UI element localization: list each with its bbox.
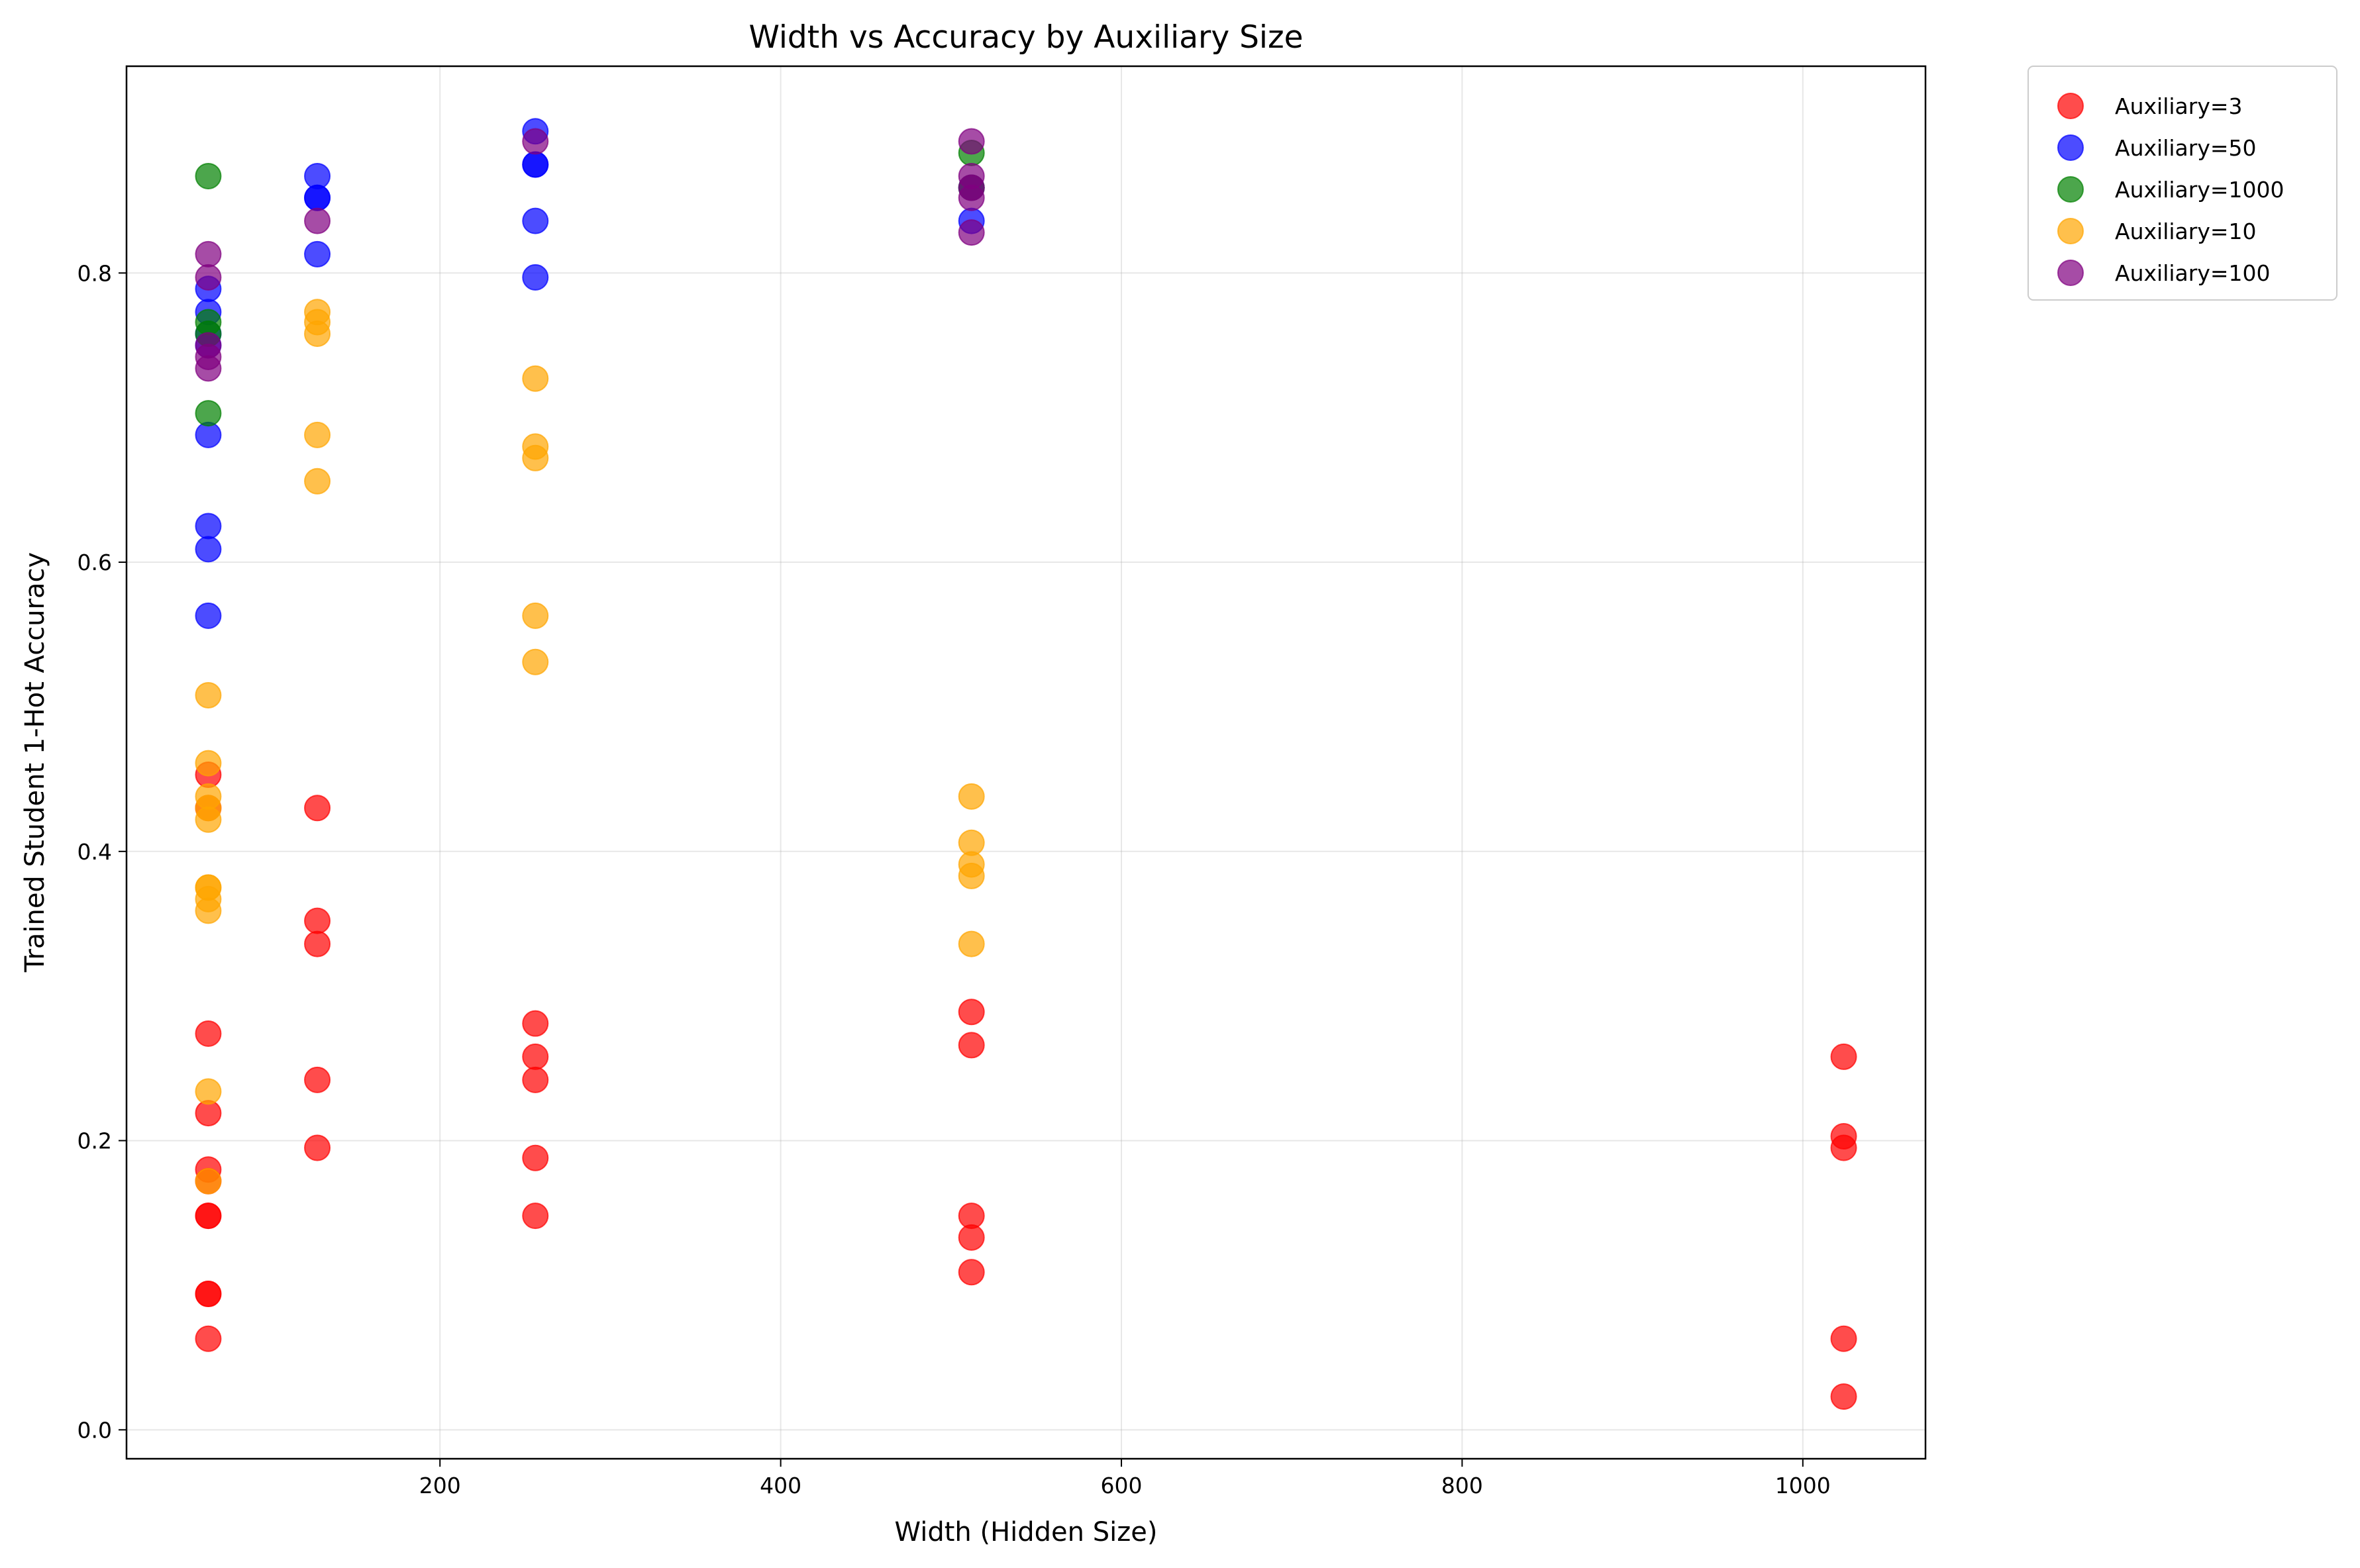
data-point [958,1259,985,1286]
data-point [958,930,985,957]
grid-lines [127,66,1925,1459]
y-axis-label: Trained Student 1-Hot Accuracy [20,552,50,973]
data-point [958,783,985,810]
data-point [522,1043,549,1070]
data-point [304,320,331,348]
series-auxiliary-10 [195,299,985,1195]
y-tick-label: 0.6 [77,550,112,575]
data-point [958,862,985,889]
data-point [1830,1383,1857,1410]
data-point [195,1167,222,1195]
data-point [522,1066,549,1093]
data-point [522,1010,549,1037]
data-point [304,240,331,268]
data-points [195,118,1857,1410]
data-point [958,999,985,1026]
data-point [195,240,222,268]
data-point [304,907,331,934]
data-point [195,750,222,777]
data-point [304,930,331,957]
data-point [304,421,331,448]
data-point [522,365,549,392]
x-tick-label: 400 [760,1473,801,1498]
data-point [958,219,985,246]
legend-label: Auxiliary=1000 [2115,177,2284,203]
data-point [1830,1325,1857,1352]
data-point [304,795,331,822]
data-point [1830,1043,1857,1070]
legend-label: Auxiliary=100 [2115,260,2270,286]
x-tick-label: 200 [419,1473,461,1498]
series-auxiliary-3 [195,761,1857,1410]
y-tick-label: 0.8 [77,260,112,286]
y-tick-label: 0.2 [77,1128,112,1154]
data-point [304,207,331,234]
data-point [958,128,985,155]
data-point [522,1202,549,1230]
data-point [522,1144,549,1171]
legend-marker [2057,134,2084,161]
data-point [958,1032,985,1059]
legend-box [2027,66,2337,301]
data-point [304,184,331,211]
y-tick-label: 0.0 [77,1417,112,1443]
x-axis-label: Width (Hidden Size) [895,1517,1158,1547]
data-point [195,1020,222,1047]
data-point [195,355,222,382]
x-tick-label: 1000 [1775,1473,1831,1498]
data-point [195,264,222,291]
chart-title: Width vs Accuracy by Auxiliary Size [748,19,1303,56]
data-point [195,400,222,427]
data-point [958,1224,985,1251]
data-point [1830,1134,1857,1161]
data-point [195,162,222,189]
data-point [304,1134,331,1161]
data-point [522,151,549,178]
data-point [195,897,222,924]
data-point [195,1202,222,1230]
series-auxiliary-100 [195,128,985,382]
legend-label: Auxiliary=10 [2115,219,2257,244]
legend-label: Auxiliary=50 [2115,135,2257,161]
axis-ticks: 200 400 600 800 1000 0.0 0.2 0.4 0.6 0.8 [77,260,1831,1498]
data-point [304,1066,331,1093]
data-point [522,264,549,291]
data-point [522,128,549,155]
data-point [195,1281,222,1308]
legend-marker [2057,93,2084,119]
data-point [522,648,549,675]
legend: Auxiliary=3 Auxiliary=50 Auxiliary=1000 Aux… [2027,66,2337,301]
data-point [522,444,549,471]
data-point [195,806,222,833]
data-point [195,513,222,540]
data-point [304,467,331,495]
series-auxiliary-50 [195,118,985,629]
data-point [958,184,985,211]
data-point [195,1078,222,1105]
x-tick-label: 600 [1101,1473,1143,1498]
data-point [195,1325,222,1352]
legend-label: Auxiliary=3 [2115,93,2243,119]
data-point [195,536,222,563]
data-point [522,207,549,234]
legend-marker [2057,176,2084,203]
data-point [195,681,222,709]
y-tick-label: 0.4 [77,839,112,865]
x-tick-label: 800 [1441,1473,1483,1498]
plot-frame [125,65,1927,1460]
legend-marker [2057,260,2084,286]
legend-marker [2057,218,2084,244]
data-point [522,602,549,629]
data-point [195,602,222,629]
